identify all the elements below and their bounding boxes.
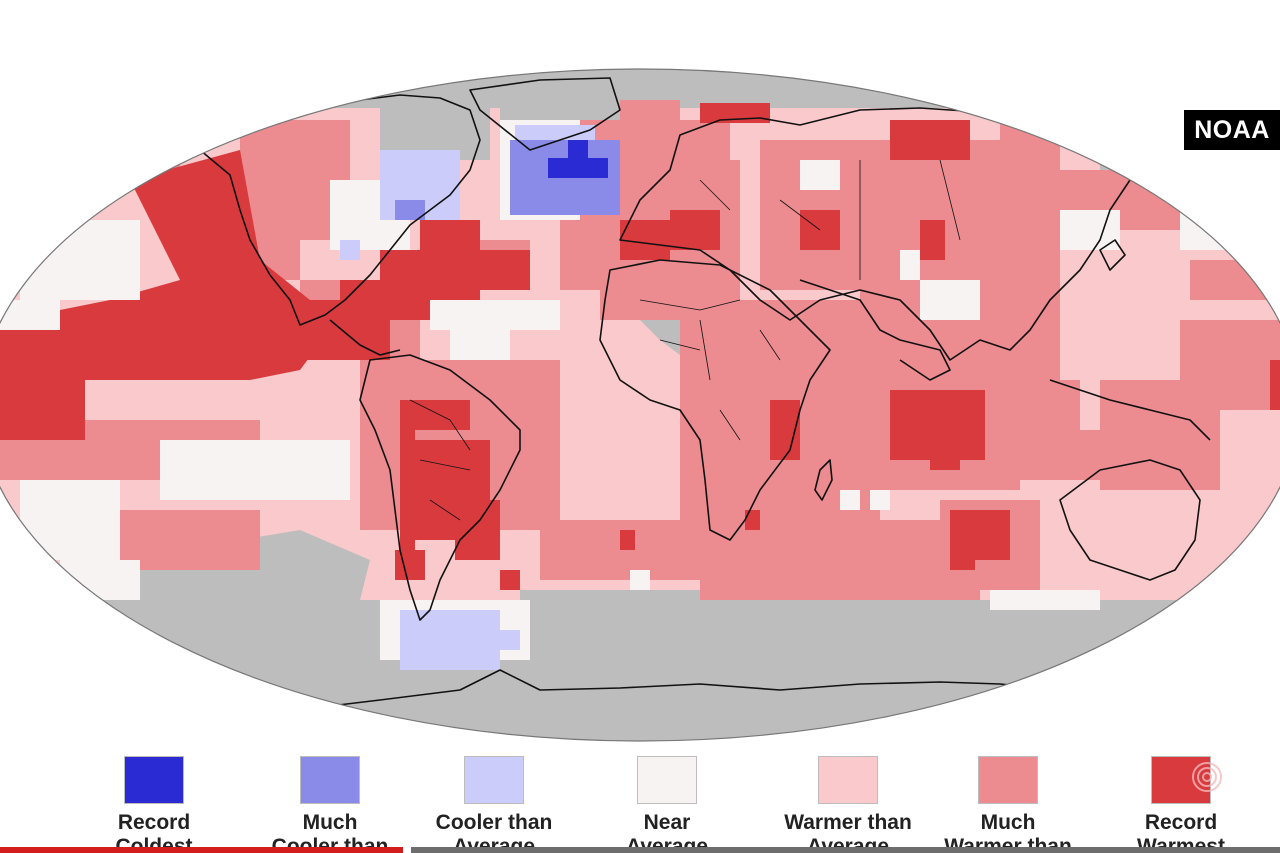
legend-item-much-cooler: Much Cooler than: [245, 752, 415, 853]
legend-swatch-much-cooler: [300, 756, 360, 804]
record-warmest-regions: [0, 103, 1280, 590]
replay-icon[interactable]: [1190, 760, 1224, 794]
record-coldest-region: [548, 140, 608, 178]
legend-item-warmer: Warmer than Average: [763, 752, 933, 853]
legend-item-cooler: Cooler than Average: [409, 752, 579, 853]
video-progress-bar[interactable]: [0, 847, 1280, 853]
legend-swatch-cooler: [464, 756, 524, 804]
map-legend: Record Coldest Much Cooler than Cooler tha…: [0, 752, 1280, 853]
legend-item-near-average: Near Average: [582, 752, 752, 853]
legend-swatch-warmer: [818, 756, 878, 804]
legend-item-record-coldest: Record Coldest: [69, 752, 239, 853]
noaa-badge: NOAA: [1184, 110, 1280, 150]
video-progress-played: [0, 847, 404, 853]
legend-swatch-record-coldest: [124, 756, 184, 804]
legend-item-record-warmest: Record Warmest: [1096, 752, 1266, 853]
legend-swatch-near-average: [637, 756, 697, 804]
legend-item-much-warmer: Much Warmer than: [923, 752, 1093, 853]
legend-swatch-much-warmer: [978, 756, 1038, 804]
noaa-badge-text: NOAA: [1194, 115, 1270, 144]
video-progress-handle[interactable]: [403, 847, 412, 853]
globe-outline: [0, 68, 1280, 742]
